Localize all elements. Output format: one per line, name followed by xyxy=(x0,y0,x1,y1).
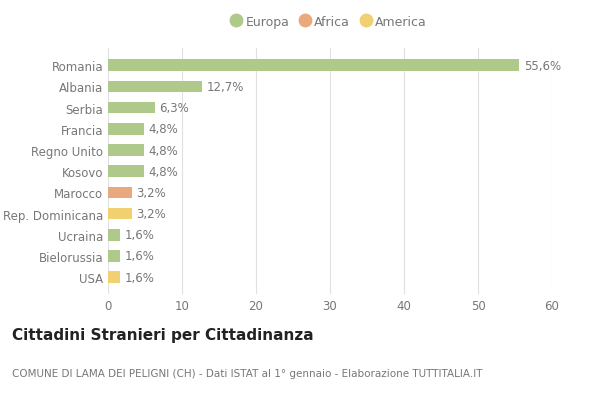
Bar xyxy=(108,145,143,157)
Bar xyxy=(108,103,155,114)
Bar xyxy=(108,208,131,220)
Text: 4,8%: 4,8% xyxy=(148,144,178,157)
Text: 3,2%: 3,2% xyxy=(136,208,166,220)
Bar xyxy=(108,124,143,135)
Text: 1,6%: 1,6% xyxy=(124,271,154,284)
Bar xyxy=(108,60,520,72)
Text: 4,8%: 4,8% xyxy=(148,123,178,136)
Text: 12,7%: 12,7% xyxy=(206,81,244,94)
Text: COMUNE DI LAMA DEI PELIGNI (CH) - Dati ISTAT al 1° gennaio - Elaborazione TUTTIT: COMUNE DI LAMA DEI PELIGNI (CH) - Dati I… xyxy=(12,368,482,378)
Text: 1,6%: 1,6% xyxy=(124,250,154,263)
Text: 1,6%: 1,6% xyxy=(124,229,154,242)
Text: Cittadini Stranieri per Cittadinanza: Cittadini Stranieri per Cittadinanza xyxy=(12,327,314,342)
Text: 6,3%: 6,3% xyxy=(159,102,189,115)
Bar xyxy=(108,187,131,199)
Text: 55,6%: 55,6% xyxy=(524,60,561,72)
Bar xyxy=(108,229,120,241)
Bar xyxy=(108,251,120,262)
Bar xyxy=(108,272,120,283)
Bar xyxy=(108,166,143,178)
Text: 4,8%: 4,8% xyxy=(148,165,178,178)
Legend: Europa, Africa, America: Europa, Africa, America xyxy=(228,11,432,34)
Text: 3,2%: 3,2% xyxy=(136,187,166,200)
Bar xyxy=(108,81,202,93)
